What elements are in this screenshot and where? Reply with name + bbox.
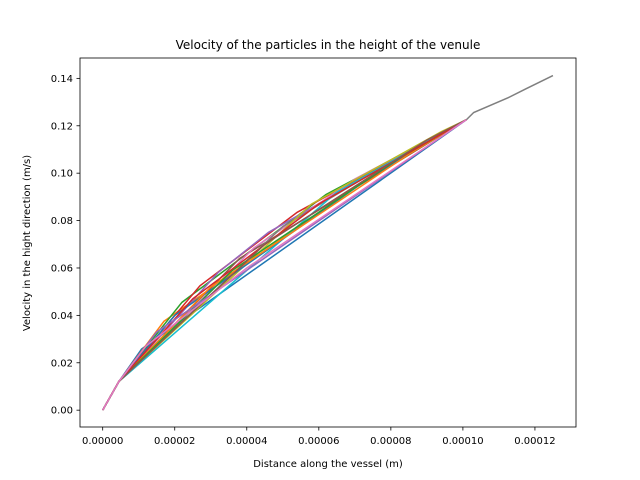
y-tick-label: 0.02	[51, 358, 73, 369]
x-tick-label: 0.00002	[154, 436, 195, 447]
series-lines	[102, 74, 554, 411]
x-axis-ticks: 0.00000 0.00002 0.00004 0.00006 0.00008 0.000…	[82, 427, 556, 447]
y-axis-label: Velocity in the hight direction (m/s)	[22, 155, 33, 331]
chart-title: Velocity of the particles in the height …	[176, 38, 481, 52]
x-tick-label: 0.00000	[82, 436, 123, 447]
axes-frame	[79, 57, 577, 428]
x-tick-label: 0.00006	[298, 436, 339, 447]
y-axis-ticks: 0.00 0.02 0.04 0.06 0.08 0.10 0.12 0.14	[51, 74, 80, 417]
x-tick-label: 0.00010	[442, 436, 483, 447]
series-line	[102, 118, 467, 411]
y-tick-label: 0.06	[51, 263, 73, 274]
y-tick-label: 0.14	[51, 74, 73, 85]
x-tick-label: 0.00008	[370, 436, 411, 447]
y-tick-label: 0.12	[51, 121, 73, 132]
x-tick-label: 0.00004	[226, 436, 267, 447]
x-tick-label: 0.00012	[514, 436, 555, 447]
y-tick-label: 0.00	[51, 406, 73, 417]
y-tick-label: 0.10	[51, 169, 73, 180]
y-tick-label: 0.04	[51, 311, 73, 322]
series-line	[465, 74, 554, 121]
y-tick-label: 0.08	[51, 216, 73, 227]
x-axis-label: Distance along the vessel (m)	[253, 459, 403, 470]
